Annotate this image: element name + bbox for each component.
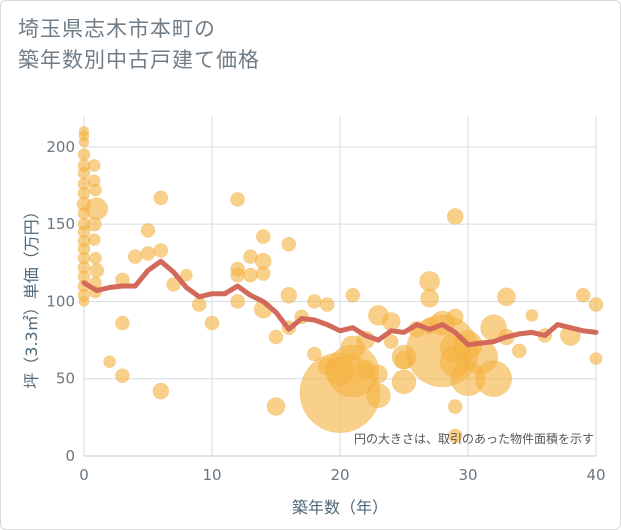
chart-title: 埼玉県志木市本町の 築年数別中古戸建て価格 [18, 14, 260, 76]
x-tick-label: 0 [79, 466, 89, 484]
trend-line [81, 258, 599, 348]
data-bubble [86, 216, 102, 232]
data-bubble [391, 369, 417, 395]
data-bubble [77, 166, 91, 180]
data-bubble [307, 294, 322, 309]
data-bubble [180, 268, 193, 282]
x-tick-label: 40 [586, 466, 605, 484]
x-axis-title: 築年数（年） [292, 498, 388, 517]
data-bubble [115, 315, 130, 331]
data-bubble [319, 297, 335, 312]
data-bubble [89, 263, 105, 278]
data-bubble [87, 159, 101, 172]
data-bubble [230, 192, 245, 207]
data-bubble [420, 289, 439, 308]
data-bubble [89, 251, 102, 265]
data-bubble [115, 368, 130, 383]
y-tick-label: 0 [65, 447, 75, 465]
data-bubble [152, 382, 170, 400]
data-bubble [419, 271, 440, 292]
data-bubble [89, 183, 102, 197]
x-tick-label: 30 [458, 466, 477, 484]
y-axis-title: 坪（3.3㎡）単価（万円） [22, 203, 41, 388]
data-bubble [153, 243, 169, 258]
data-bubble [525, 309, 539, 322]
data-bubble [255, 266, 271, 281]
data-bubble [575, 287, 591, 303]
data-bubble [381, 312, 401, 331]
data-bubble [268, 329, 284, 345]
data-bubble [103, 355, 116, 369]
data-bubble [243, 267, 258, 283]
y-tick-label: 100 [46, 292, 75, 310]
data-bubble [511, 343, 527, 359]
data-bubble [77, 148, 91, 161]
data-bubble [280, 286, 298, 304]
data-bubble [369, 364, 388, 384]
data-bubble [447, 428, 463, 444]
y-tick-label: 200 [46, 138, 75, 156]
trend-layer [81, 258, 599, 348]
data-bubble [230, 267, 245, 283]
data-bubble [85, 197, 109, 221]
data-bubble [475, 360, 512, 398]
data-bubble [383, 334, 399, 349]
data-bubble [78, 296, 90, 307]
data-bubble [166, 277, 181, 292]
data-bubble [266, 397, 286, 416]
x-tick-label: 20 [330, 466, 349, 484]
size-annotation: 円の大きさは、取引のあった物件面積を示す [354, 431, 594, 446]
data-bubble [87, 233, 101, 246]
data-bubble [230, 294, 245, 309]
data-bubble [204, 315, 220, 331]
data-bubble [446, 208, 464, 225]
tick-labels: 0 10 20 30 40 0 50 100 150 200 [46, 138, 605, 484]
data-bubble [588, 297, 604, 312]
data-bubble [153, 190, 169, 206]
data-bubble [140, 246, 156, 261]
data-bubble [447, 399, 463, 414]
bubble-layer [76, 126, 604, 444]
data-bubble [78, 136, 90, 148]
chart-title-line-2: 築年数別中古戸建て価格 [18, 48, 260, 72]
data-bubble [127, 249, 143, 264]
data-bubble [366, 383, 391, 409]
data-bubble [281, 236, 297, 252]
data-bubble [345, 287, 361, 303]
y-tick-label: 150 [46, 215, 75, 233]
data-bubble [140, 223, 156, 238]
data-bubble [446, 308, 464, 326]
data-bubble [307, 346, 322, 362]
data-bubble [255, 229, 271, 244]
chart-title-line-1: 埼玉県志木市本町の [18, 17, 216, 41]
y-tick-label: 50 [56, 370, 75, 388]
data-bubble [589, 352, 603, 365]
data-bubble [191, 297, 207, 312]
x-tick-label: 10 [202, 466, 221, 484]
data-bubble [497, 287, 516, 307]
